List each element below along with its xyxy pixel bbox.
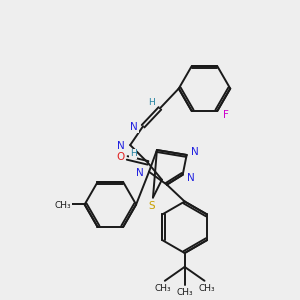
Text: O: O xyxy=(116,152,124,162)
Text: N: N xyxy=(130,122,138,132)
Text: F: F xyxy=(223,110,229,120)
Text: CH₃: CH₃ xyxy=(55,201,71,210)
Text: N: N xyxy=(117,141,125,151)
Text: N: N xyxy=(191,147,199,157)
Text: N: N xyxy=(136,168,144,178)
Text: H: H xyxy=(130,149,136,158)
Text: CH₃: CH₃ xyxy=(198,284,215,293)
Text: H: H xyxy=(148,98,155,107)
Text: CH₃: CH₃ xyxy=(154,284,171,293)
Text: CH₃: CH₃ xyxy=(176,288,193,297)
Text: S: S xyxy=(149,202,155,212)
Text: N: N xyxy=(187,173,194,183)
